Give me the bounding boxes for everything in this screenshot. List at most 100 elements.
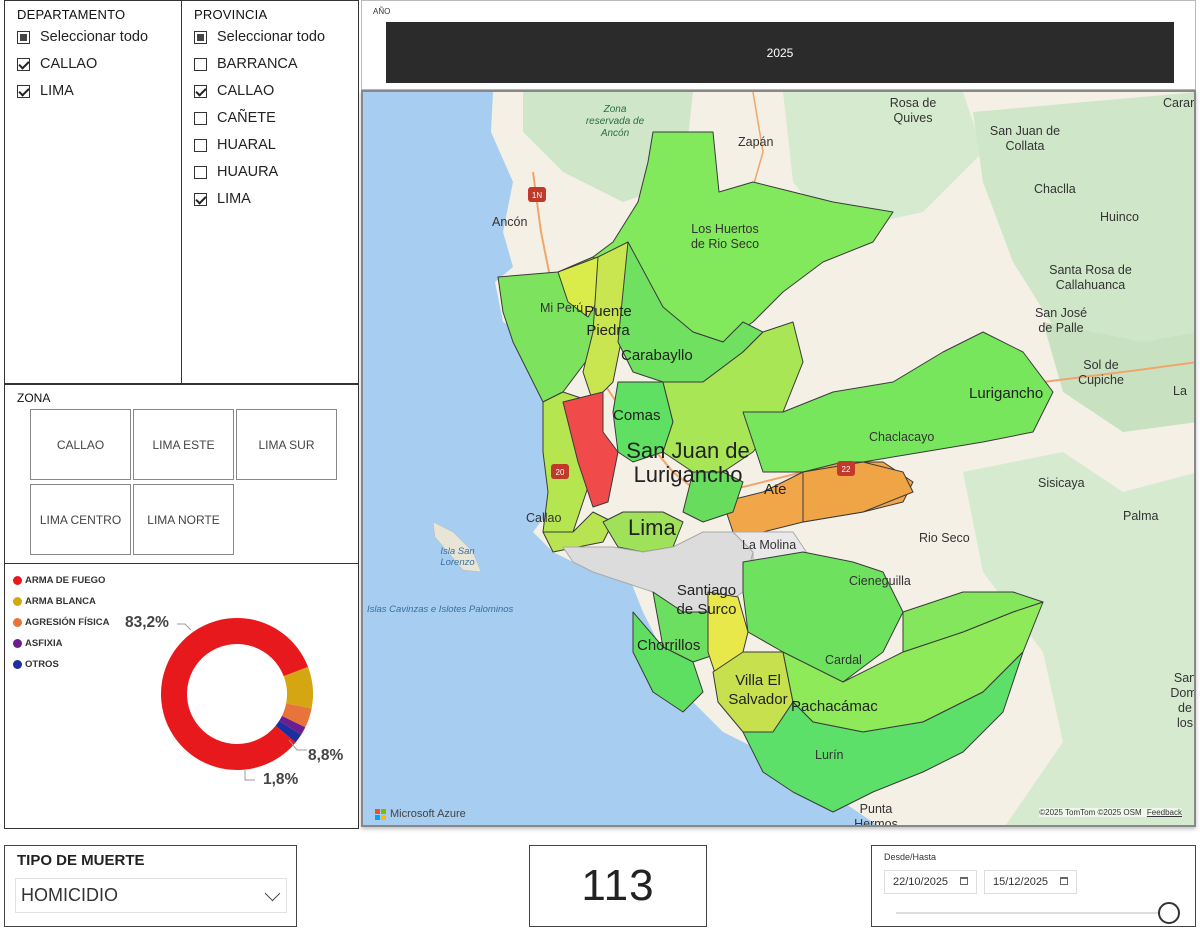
tipo-muerte-slicer: TIPO DE MUERTE HOMICIDIO — [4, 845, 297, 927]
terrain-patch — [963, 452, 1194, 825]
anio-title: AÑO — [373, 7, 391, 16]
provincia-option[interactable]: CAÑETE — [194, 110, 276, 126]
departamento-option[interactable]: LIMA — [17, 83, 74, 99]
legend-label: ARMA BLANCA — [25, 596, 96, 607]
tipo-muerte-title: TIPO DE MUERTE — [17, 852, 145, 869]
tipo-muerte-dropdown[interactable]: HOMICIDIO — [15, 878, 287, 913]
district-chorrillos — [632, 611, 704, 713]
terrain-patch — [783, 92, 983, 232]
legend-dot-arma-blanca — [13, 597, 22, 606]
map-label-ate: Ate — [764, 481, 787, 498]
map-canvas[interactable]: 1N 20 22 — [363, 92, 1196, 827]
checkbox-icon[interactable] — [17, 57, 30, 71]
zona-button-callao[interactable]: CALLAO — [30, 409, 131, 480]
zona-button-lima-norte[interactable]: LIMA NORTE — [133, 484, 234, 555]
fecha-slider-handle[interactable] — [1158, 902, 1180, 924]
legend-dot-asfixia — [13, 639, 22, 648]
map-label-cardal: Cardal — [825, 653, 862, 667]
map-visual[interactable]: 1N 20 22 Zona reservada de Ancón Rosa de… — [361, 90, 1196, 827]
kpi-card: 113 — [529, 845, 707, 927]
map-label-zapan: Zapán — [738, 135, 774, 149]
map-label-punta-hermosa: Punta Hermos — [854, 802, 898, 827]
fecha-slider-track[interactable] — [896, 912, 1172, 914]
shield-1n-label: 1N — [532, 191, 542, 200]
map-label-san-jose-palle: San José de Palle — [1034, 306, 1088, 335]
provincia-option-label: CAÑETE — [217, 110, 276, 126]
feedback-link[interactable]: Feedback — [1146, 808, 1182, 817]
chevron-down-icon — [264, 885, 281, 902]
map-label-lurin: Lurín — [815, 748, 844, 762]
legend-asfixia[interactable]: ASFIXIA — [13, 638, 62, 649]
departamento-title: DEPARTAMENTO — [17, 7, 126, 22]
map-label-chaclacayo: Chaclacayo — [869, 430, 935, 444]
legend-dot-arma-fuego — [13, 576, 22, 585]
checkbox-icon[interactable] — [194, 30, 207, 44]
map-label-sisicaya: Sisicaya — [1038, 476, 1085, 490]
donut-chart — [161, 618, 313, 781]
zona-button-lima-este[interactable]: LIMA ESTE — [133, 409, 234, 480]
island-san-lorenzo — [432, 521, 482, 573]
departamento-option[interactable]: Seleccionar todo — [17, 29, 148, 45]
ocean — [363, 92, 878, 825]
donut-slice-agresion-fisica[interactable] — [281, 703, 312, 728]
donut-slice-asfixia[interactable] — [279, 715, 306, 735]
departamento-option-label: Seleccionar todo — [40, 29, 149, 45]
leader-line-arma-blanca — [288, 739, 307, 751]
map-label-rosa-quives: Rosa de Quives — [889, 96, 937, 125]
map-label-los-huertos: Los Huertos de Rio Seco — [690, 222, 760, 251]
departamento-option-label: LIMA — [40, 83, 74, 99]
provincia-option[interactable]: Seleccionar todo — [194, 29, 325, 45]
map-label-comas: Comas — [613, 407, 661, 424]
checkbox-icon[interactable] — [194, 57, 207, 71]
map-label-sol-cupiche: Sol de Cupiche — [1078, 358, 1124, 387]
checkbox-icon[interactable] — [194, 111, 207, 125]
map-label-callao: Callao — [526, 511, 562, 525]
map-label-san-juan-collata: San Juan de Collata — [989, 124, 1061, 153]
legend-otros[interactable]: OTROS — [13, 659, 59, 670]
fecha-desde-input[interactable]: 22/10/2025 — [884, 870, 977, 894]
checkbox-icon[interactable] — [194, 165, 207, 179]
provincia-title: PROVINCIA — [194, 7, 268, 22]
calendar-icon[interactable] — [960, 877, 968, 885]
pct-label-arma-fuego: 83,2% — [125, 614, 169, 631]
provincia-option[interactable]: CALLAO — [194, 83, 274, 99]
legend-arma-blanca[interactable]: ARMA BLANCA — [13, 596, 96, 607]
map-label-pachacamac: Pachacámac — [791, 698, 878, 715]
checkbox-icon[interactable] — [194, 192, 207, 206]
azure-brand: Microsoft Azure — [390, 808, 466, 820]
legend-label: AGRESIÓN FÍSICA — [25, 617, 110, 628]
checkbox-icon[interactable] — [17, 30, 30, 44]
shield-20-label: 20 — [556, 468, 565, 477]
fecha-hasta-input[interactable]: 15/12/2025 — [984, 870, 1077, 894]
provincia-option[interactable]: HUARAL — [194, 137, 276, 153]
legend-dot-agresion-fisica — [13, 618, 22, 627]
calendar-icon[interactable] — [1060, 877, 1068, 885]
checkbox-icon[interactable] — [17, 84, 30, 98]
checkbox-icon[interactable] — [194, 84, 207, 98]
departamento-option[interactable]: CALLAO — [17, 56, 97, 72]
provincia-option[interactable]: LIMA — [194, 191, 251, 207]
provincia-option-label: HUAURA — [217, 164, 279, 180]
anio-button[interactable]: 2025 — [386, 22, 1174, 83]
zona-button-lima-centro[interactable]: LIMA CENTRO — [30, 484, 131, 555]
tipo-arma-donut-panel: ARMA DE FUEGO ARMA BLANCA AGRESIÓN FÍSIC… — [4, 563, 359, 829]
terrain-patch — [1043, 322, 1194, 432]
anio-value: 2025 — [766, 45, 794, 60]
district-lurin — [742, 651, 1024, 813]
district-cardal — [902, 591, 1044, 653]
map-label-puente-piedra: Puente Piedra — [584, 303, 632, 339]
map-label-chaclla: Chaclla — [1034, 182, 1076, 196]
donut-slice-arma-blanca[interactable] — [283, 666, 313, 709]
legend-arma-fuego[interactable]: ARMA DE FUEGO — [13, 575, 105, 586]
district-ate-east — [802, 461, 914, 523]
district-lima-cercado — [602, 511, 684, 553]
legend-label: OTROS — [25, 659, 59, 670]
provincia-option[interactable]: HUAURA — [194, 164, 278, 180]
donut-slice-otros[interactable] — [275, 720, 302, 743]
checkbox-icon[interactable] — [194, 138, 207, 152]
shield-20: 20 — [551, 464, 569, 479]
provincia-option[interactable]: BARRANCA — [194, 56, 298, 72]
zona-button-lima-sur[interactable]: LIMA SUR — [236, 409, 337, 480]
donut-slice-arma-fuego[interactable] — [161, 618, 309, 770]
legend-agresion-fisica[interactable]: AGRESIÓN FÍSICA — [13, 617, 109, 628]
